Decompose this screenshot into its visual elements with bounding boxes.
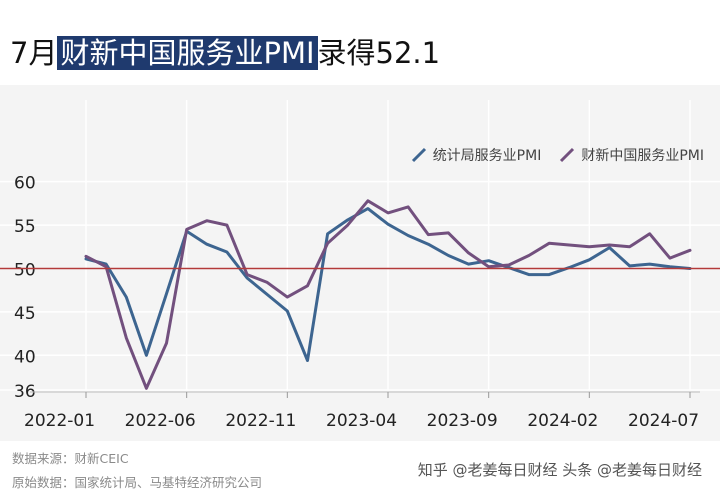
original-data-source: 原始数据：国家统计局、马基特经济研究公司 (12, 475, 263, 490)
legend-swatch-stats-bureau-icon (411, 147, 426, 163)
x-tick-label-2022-01: 2022-01 (24, 411, 95, 431)
data-source: 数据来源：财新CEIC (12, 451, 129, 466)
legend-item-stats-bureau: 统计局服务业PMI (411, 145, 542, 165)
watermark: 知乎 @老姜每日财经 头条 @老姜每日财经 (413, 457, 706, 482)
x-tick-label-2022-11: 2022-11 (225, 411, 296, 431)
x-tick-label-2023-09: 2023-09 (427, 411, 498, 431)
title-suffix: 录得52.1 (317, 36, 441, 70)
chart-legend: 统计局服务业PMI 财新中国服务业PMI (411, 145, 704, 165)
title-highlight: 财新中国服务业PMI (57, 36, 318, 70)
y-tick-label-50: 50 (14, 260, 36, 280)
y-tick-label-40: 40 (14, 347, 36, 367)
y-tick-label-36: 36 (14, 382, 36, 402)
series-line-caixin (84, 199, 692, 390)
chart-area (0, 85, 720, 441)
y-tick-label-45: 45 (14, 304, 36, 324)
y-tick-label-55: 55 (14, 217, 36, 237)
legend-item-caixin: 财新中国服务业PMI (559, 145, 704, 165)
page-title: 7月 财新中国服务业PMI 录得52.1 (10, 30, 440, 72)
x-tick-label-2022-06: 2022-06 (125, 411, 196, 431)
legend-label-caixin: 财新中国服务业PMI (581, 148, 704, 164)
x-tick-label-2023-04: 2023-04 (326, 411, 397, 431)
legend-label-stats-bureau: 统计局服务业PMI (432, 148, 542, 164)
title-prefix: 7月 (10, 36, 58, 70)
legend-swatch-caixin-icon (560, 147, 575, 163)
x-tick-label-2024-02: 2024-02 (527, 411, 598, 431)
y-tick-label-60: 60 (14, 174, 36, 194)
x-tick-label-2024-07: 2024-07 (628, 411, 699, 431)
